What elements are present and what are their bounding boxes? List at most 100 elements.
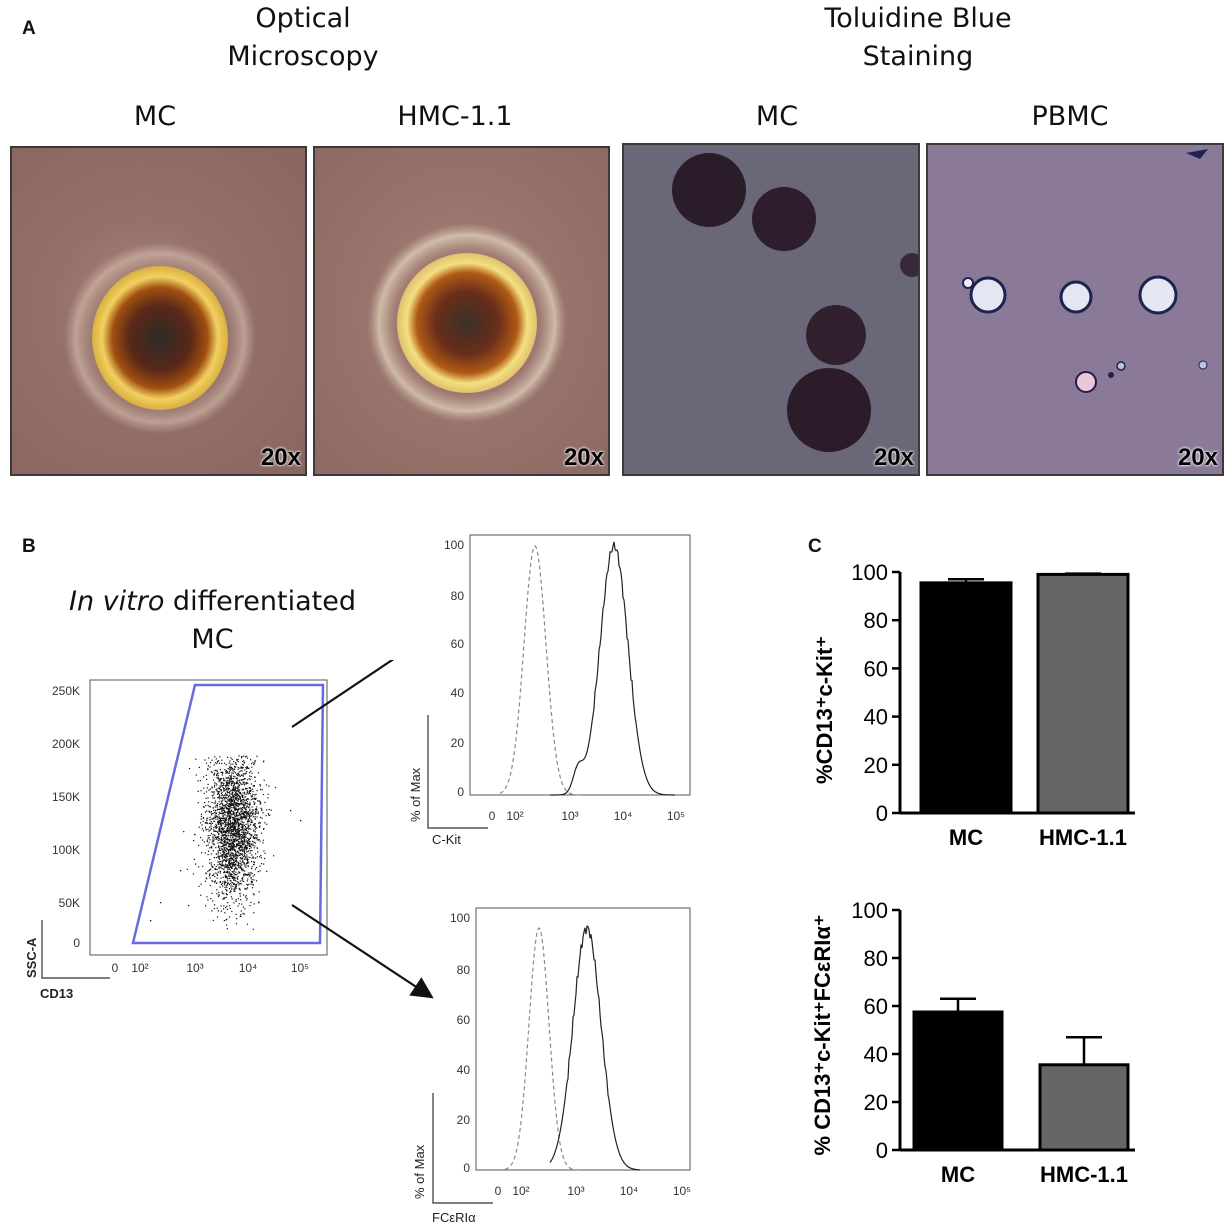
scatter-event (237, 799, 239, 801)
scatter-event (243, 853, 245, 855)
scatter-event (227, 772, 229, 774)
scatter-event (220, 771, 222, 773)
scatter-event (227, 853, 229, 855)
scatter-event (224, 863, 226, 865)
scatter-event (228, 819, 230, 822)
scatter-event (237, 768, 239, 770)
scatter-event (239, 797, 241, 799)
scatter-event (210, 832, 213, 835)
scatter-event (241, 783, 243, 785)
scatter-event (220, 778, 222, 780)
scatter-event (234, 839, 236, 841)
scatter-event (248, 787, 251, 789)
scatter-event (218, 820, 220, 822)
scatter-event (235, 866, 237, 869)
cell-image (962, 149, 1208, 393)
title-italic: In vitro (69, 586, 165, 617)
scatter-event (226, 872, 228, 874)
scatter-event (216, 784, 218, 786)
scatter-event (259, 784, 261, 786)
scatter-event (230, 763, 232, 765)
scatter-event (232, 845, 234, 847)
scatter-event (226, 782, 228, 784)
scatter-event (218, 858, 221, 860)
scatter-event (239, 854, 241, 856)
scatter-event (242, 856, 244, 858)
hist-xtick: 0 (489, 809, 496, 823)
scatter-event (234, 829, 236, 831)
scatter-event (255, 809, 257, 811)
scatter-event (224, 912, 226, 914)
scatter-event (212, 779, 215, 781)
scatter-event (234, 809, 236, 811)
scatter-event (237, 818, 239, 820)
scatter-event (219, 789, 221, 791)
scatter-event (247, 840, 249, 842)
scatter-event (228, 840, 230, 842)
scatter-event (213, 829, 215, 831)
scatter-event (228, 864, 230, 866)
scatter-event (211, 865, 213, 867)
scatter-event (206, 839, 208, 841)
scatter-event (242, 912, 244, 914)
scatter-event (253, 784, 255, 787)
scatter-event (201, 828, 204, 830)
scatter-ytick: 200K (52, 737, 80, 751)
bar-ytick-label: 40 (864, 705, 888, 730)
scatter-event (229, 907, 231, 909)
scatter-event (249, 810, 251, 812)
scatter-event (230, 829, 232, 831)
scatter-event (231, 832, 233, 835)
scatter-event (231, 882, 233, 884)
scatter-event (258, 839, 260, 841)
scatter-event (273, 855, 275, 857)
scatter-event (240, 865, 242, 867)
scatter-event (214, 814, 216, 816)
scatter-event (246, 829, 248, 831)
scatter-event (267, 813, 269, 815)
scatter-event (226, 784, 228, 786)
scatter-event (238, 779, 240, 781)
scatter-event (212, 807, 214, 809)
scatter-event (236, 861, 238, 863)
scatter-event (222, 908, 225, 910)
scatter-event (207, 804, 209, 806)
scatter-event (241, 878, 243, 880)
scatter-event (242, 906, 245, 908)
scatter-event (213, 802, 215, 804)
scatter-event (238, 844, 241, 846)
scatter-event (248, 792, 251, 794)
scatter-event (218, 895, 220, 897)
scatter-event (253, 894, 255, 896)
scatter-event (225, 875, 228, 877)
scatter-event (248, 839, 250, 841)
scatter-event (250, 901, 252, 904)
scatter-event (237, 851, 239, 853)
scatter-event (222, 863, 224, 866)
scatter-event (244, 844, 247, 846)
scatter-event (240, 849, 242, 851)
scatter-event (255, 853, 257, 855)
scatter-event (258, 891, 260, 893)
scatter-event (242, 826, 244, 828)
scatter-event (246, 880, 248, 882)
scatter-event (215, 825, 217, 828)
scatter-event (250, 836, 252, 838)
scatter-event (222, 829, 225, 831)
scatter-event (218, 828, 221, 830)
scatter-event (221, 828, 223, 830)
scatter-event (238, 819, 240, 821)
scatter-event (234, 789, 236, 791)
scatter-event (213, 843, 215, 845)
scatter-event (216, 873, 218, 875)
scatter-event (267, 797, 269, 799)
scatter-event (204, 822, 206, 824)
scatter-event (228, 849, 230, 852)
scatter-event (217, 851, 219, 853)
scatter-event (226, 848, 228, 850)
scatter-event (218, 778, 220, 780)
scatter-event (246, 827, 249, 829)
scatter-event (227, 818, 230, 820)
scatter-event (234, 794, 236, 796)
scatter-event (213, 840, 215, 842)
